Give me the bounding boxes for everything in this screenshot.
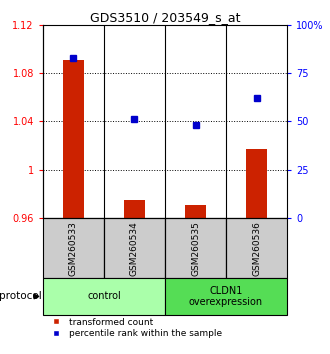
Bar <box>63 60 84 218</box>
Text: GSM260533: GSM260533 <box>69 221 78 275</box>
Bar <box>246 149 267 218</box>
Text: protocol: protocol <box>0 291 42 302</box>
Bar <box>43 278 165 315</box>
Text: CLDN1
overexpression: CLDN1 overexpression <box>189 286 263 307</box>
Bar <box>165 278 287 315</box>
Bar <box>104 218 165 278</box>
Bar <box>226 218 287 278</box>
Text: GSM260535: GSM260535 <box>191 221 200 275</box>
Bar <box>165 218 226 278</box>
Legend: transformed count, percentile rank within the sample: transformed count, percentile rank withi… <box>48 318 222 338</box>
Text: control: control <box>87 291 121 302</box>
Bar <box>124 200 145 218</box>
Text: GSM260536: GSM260536 <box>252 221 261 275</box>
Bar <box>43 218 104 278</box>
Bar <box>185 205 206 218</box>
Text: GSM260534: GSM260534 <box>130 221 139 275</box>
Title: GDS3510 / 203549_s_at: GDS3510 / 203549_s_at <box>90 11 240 24</box>
